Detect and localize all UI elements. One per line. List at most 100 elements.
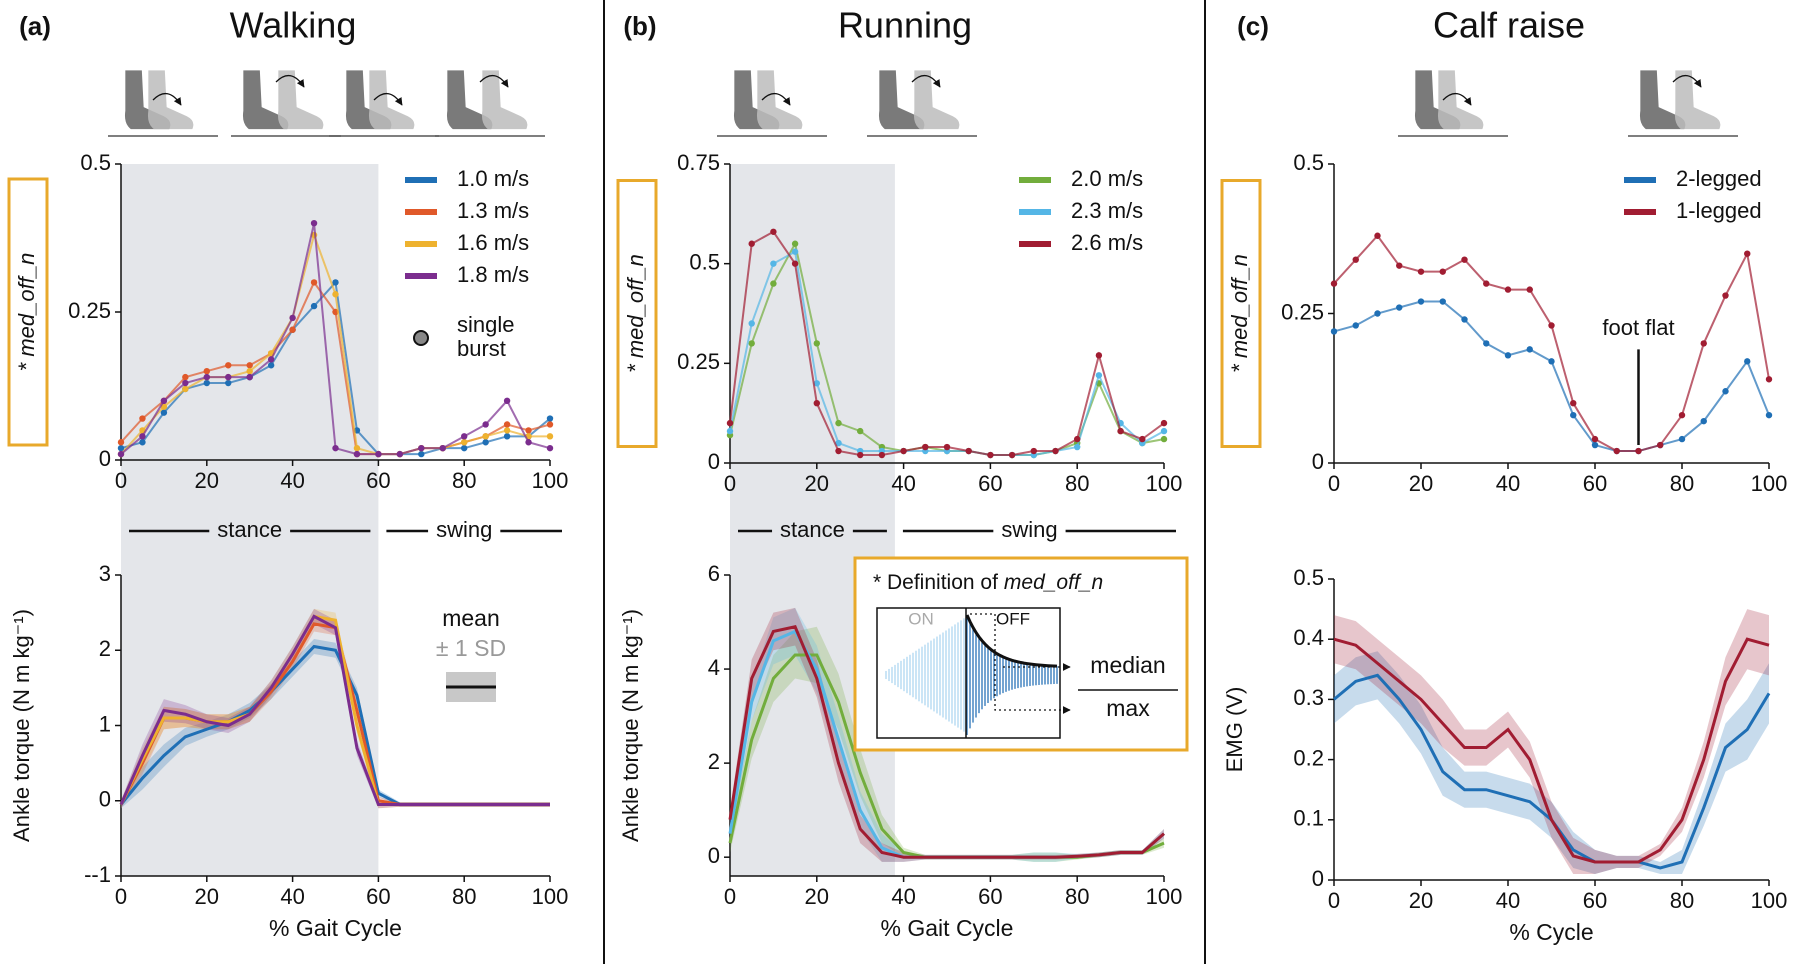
y-tick-label: 0.25: [1281, 299, 1324, 324]
burst-point: [770, 280, 777, 287]
x-tick-label: 100: [532, 468, 569, 493]
burst-point: [418, 450, 425, 458]
burst-point: [1526, 346, 1533, 353]
burst-point: [1765, 376, 1773, 383]
decay-curve: [965, 614, 1058, 668]
burst-point: [375, 450, 382, 458]
burst-point: [461, 433, 468, 440]
burst-point: [1504, 352, 1512, 359]
x-tick-label: 0: [115, 468, 127, 493]
burst-point: [1722, 292, 1729, 299]
burst-point: [267, 362, 275, 369]
burst-point: [160, 397, 168, 404]
burst-point: [791, 248, 799, 255]
burst-point: [310, 220, 318, 227]
burst-point: [1570, 400, 1577, 407]
y-tick-label: 2: [99, 636, 111, 661]
burst-point: [1160, 435, 1168, 443]
burst-point: [1160, 427, 1168, 435]
foot-icon: [435, 70, 545, 137]
inset-plot: [876, 607, 1061, 739]
burst-point: [482, 433, 489, 440]
foot-icon: [108, 70, 218, 137]
series-line: [1333, 637, 1770, 864]
burst-point: [857, 427, 864, 435]
x-tick-label: 80: [452, 468, 476, 493]
burst-point: [1744, 250, 1751, 257]
x-axis-label: % Gait Cycle: [269, 915, 402, 941]
x-tick-label: 20: [195, 468, 219, 493]
x-tick-label: 20: [195, 884, 219, 909]
burst-point: [857, 451, 864, 459]
x-tick-label: 100: [1751, 471, 1788, 496]
legend-label: 1.0 m/s: [457, 166, 529, 191]
motion-arrow: [152, 93, 182, 106]
burst-point: [1678, 435, 1686, 443]
x-tick-label: 80: [1670, 888, 1694, 913]
burst-point: [1744, 358, 1751, 365]
burst-point: [770, 228, 777, 235]
motion-arrow: [1672, 75, 1702, 88]
burst-point: [835, 439, 842, 447]
x-tick-label: 80: [1065, 471, 1089, 496]
sd-band: [1334, 609, 1769, 874]
burst-point: [418, 444, 425, 452]
burst-point: [1352, 256, 1359, 263]
series-line: [119, 614, 550, 807]
y-tick-label: 0.5: [1293, 565, 1324, 590]
legend-label: 2-legged: [1676, 166, 1762, 191]
motion-arrow: [373, 93, 403, 106]
burst-point: [203, 368, 210, 375]
burst-point: [482, 421, 489, 428]
y-tick-label: 0: [99, 787, 111, 812]
burst-point: [225, 379, 232, 387]
sd-band: [1334, 651, 1769, 874]
burst-point: [353, 450, 361, 458]
burst-point: [503, 397, 511, 404]
burst-point: [246, 368, 253, 375]
x-tick-label: 60: [366, 884, 390, 909]
legend-label: single: [457, 312, 514, 337]
y-tick-label: 0.5: [689, 249, 720, 274]
x-tick-label: 20: [805, 884, 829, 909]
phase-label: swing: [1001, 517, 1057, 542]
foot-light: [368, 70, 415, 130]
burst-point: [546, 415, 554, 422]
y-tick-label: 0.1: [1293, 806, 1324, 831]
burst-point: [332, 279, 339, 286]
burst-point: [878, 451, 886, 459]
legend-label: 2.0 m/s: [1071, 166, 1143, 191]
burst-point: [748, 320, 755, 327]
x-tick-label: 40: [1496, 471, 1520, 496]
foot-light: [756, 70, 803, 130]
burst-point: [943, 443, 951, 451]
burst-point: [182, 379, 189, 387]
burst-point: [1591, 435, 1599, 443]
burst-point: [748, 340, 755, 347]
burst-point: [139, 439, 146, 446]
burst-point: [1657, 441, 1664, 449]
burst-point: [900, 447, 907, 455]
y-tick-label: --1: [84, 862, 111, 887]
foot-light: [913, 70, 960, 130]
x-tick-label: 100: [1146, 471, 1183, 496]
burst-point: [160, 409, 168, 416]
foot-light: [277, 70, 324, 130]
legend-label: 1.3 m/s: [457, 198, 529, 223]
burst-point: [726, 427, 734, 435]
burst-point: [546, 421, 554, 428]
burst-point: [525, 439, 532, 446]
burst-point: [461, 439, 468, 446]
burst-point: [791, 240, 799, 247]
x-tick-label: 80: [1065, 884, 1089, 909]
burst-point: [1352, 322, 1359, 329]
burst-point: [1439, 298, 1446, 305]
inset-numerator: median: [1090, 652, 1165, 678]
burst-point: [332, 291, 339, 298]
panel-title: Running: [838, 5, 972, 46]
ylabel-box: [1220, 179, 1262, 448]
burst-point: [546, 444, 554, 452]
panel-label: (c): [1237, 11, 1269, 41]
inset-box: [853, 556, 1189, 752]
